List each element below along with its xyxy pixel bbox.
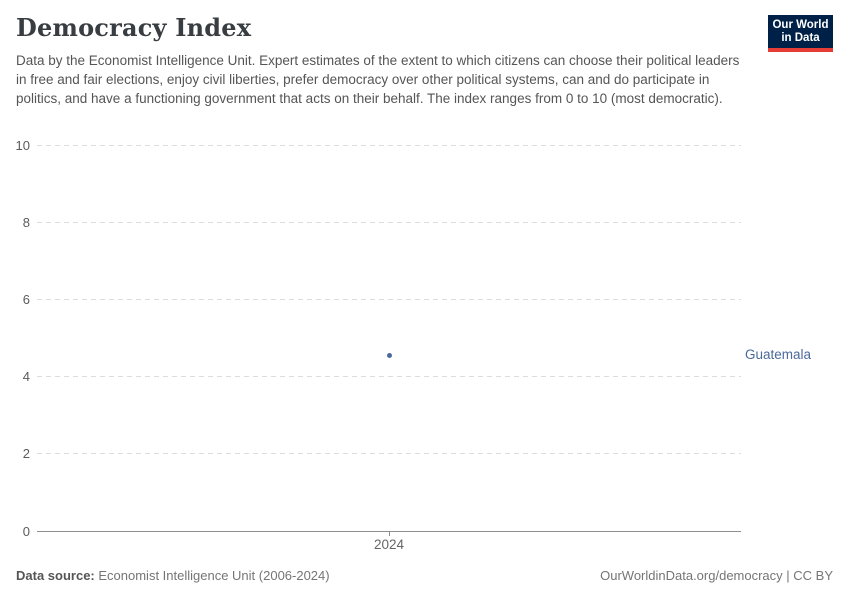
data-source: Data source: Economist Intelligence Unit… <box>16 568 330 584</box>
datapoint-guatemala[interactable] <box>386 352 392 358</box>
x-axis-tick-2024: 2024 <box>373 537 405 552</box>
chart-subtitle: Data by the Economist Intelligence Unit.… <box>16 53 740 106</box>
credit-link[interactable]: OurWorldinData.org/democracy | CC BY <box>600 568 833 583</box>
y-axis-tick-2: 2 <box>22 446 30 462</box>
gridline-4 <box>37 376 741 378</box>
y-axis-tick-0: 0 <box>22 523 30 539</box>
owid-logo-line1: Our World <box>772 18 829 31</box>
entity-label-guatemala: Guatemala <box>745 347 812 363</box>
y-axis-tick-6: 6 <box>22 291 30 307</box>
data-source-label: Data source: <box>16 568 95 583</box>
data-source-value: Economist Intelligence Unit (2006-2024) <box>94 568 330 583</box>
gridline-2 <box>37 453 741 455</box>
gridline-10 <box>37 144 741 146</box>
y-axis-tick-8: 8 <box>22 214 30 230</box>
owid-logo-line2: in Data <box>781 31 820 44</box>
page-title: Democracy Index <box>16 13 252 42</box>
y-axis-tick-10: 10 <box>15 137 30 153</box>
gridline-6 <box>37 298 741 300</box>
owid-logo[interactable]: Our World in Data <box>768 15 833 52</box>
x-axis-tickmark-2024 <box>388 532 390 536</box>
chart-footer: Data source: Economist Intelligence Unit… <box>16 568 833 584</box>
y-axis-tick-4: 4 <box>22 369 30 385</box>
plot-area: 0 2 4 6 8 10 2024 Guatemala <box>16 138 812 553</box>
gridline-8 <box>37 221 741 223</box>
